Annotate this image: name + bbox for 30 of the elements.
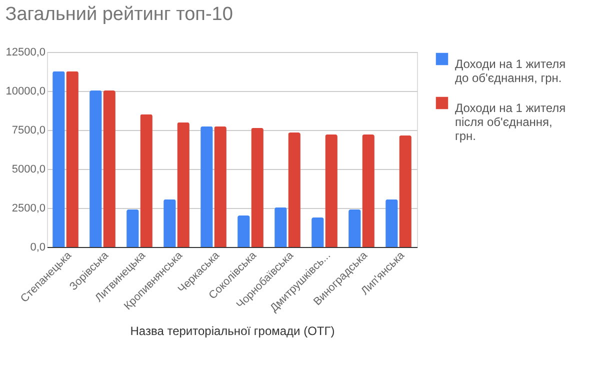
bar	[348, 210, 361, 247]
bar	[52, 71, 65, 247]
bar	[164, 199, 176, 247]
y-tick-label: 7500,0	[12, 124, 46, 136]
bar	[325, 134, 338, 247]
legend-label: Доходи на 1 жителя після об'єднання, грн.	[455, 101, 566, 143]
bar	[238, 215, 250, 247]
y-tick-label: 0,0	[30, 242, 46, 254]
bar	[386, 199, 398, 247]
legend-label: Доходи на 1 жителя до об'єднання, грн.	[455, 57, 566, 85]
chart-title: Загальний рейтинг топ-10	[5, 4, 233, 25]
bar	[312, 218, 324, 247]
y-tick-label: 2500,0	[12, 202, 46, 214]
y-tick-label: 5000,0	[12, 164, 46, 176]
bar	[103, 90, 116, 247]
x-axis-title: Назва територіальної громади (ОТГ)	[130, 324, 335, 338]
bar	[399, 135, 412, 247]
bar	[200, 126, 213, 247]
bar	[177, 122, 190, 247]
bar	[66, 71, 78, 247]
bar	[251, 128, 264, 247]
y-tick-label: 10000,0	[6, 86, 46, 98]
bar	[214, 126, 226, 247]
bar	[126, 210, 139, 247]
bar	[140, 114, 152, 247]
bar	[90, 90, 102, 247]
bar	[288, 132, 300, 247]
y-tick-label: 12500,0	[6, 46, 46, 58]
bar	[274, 207, 287, 247]
bar	[362, 134, 374, 247]
